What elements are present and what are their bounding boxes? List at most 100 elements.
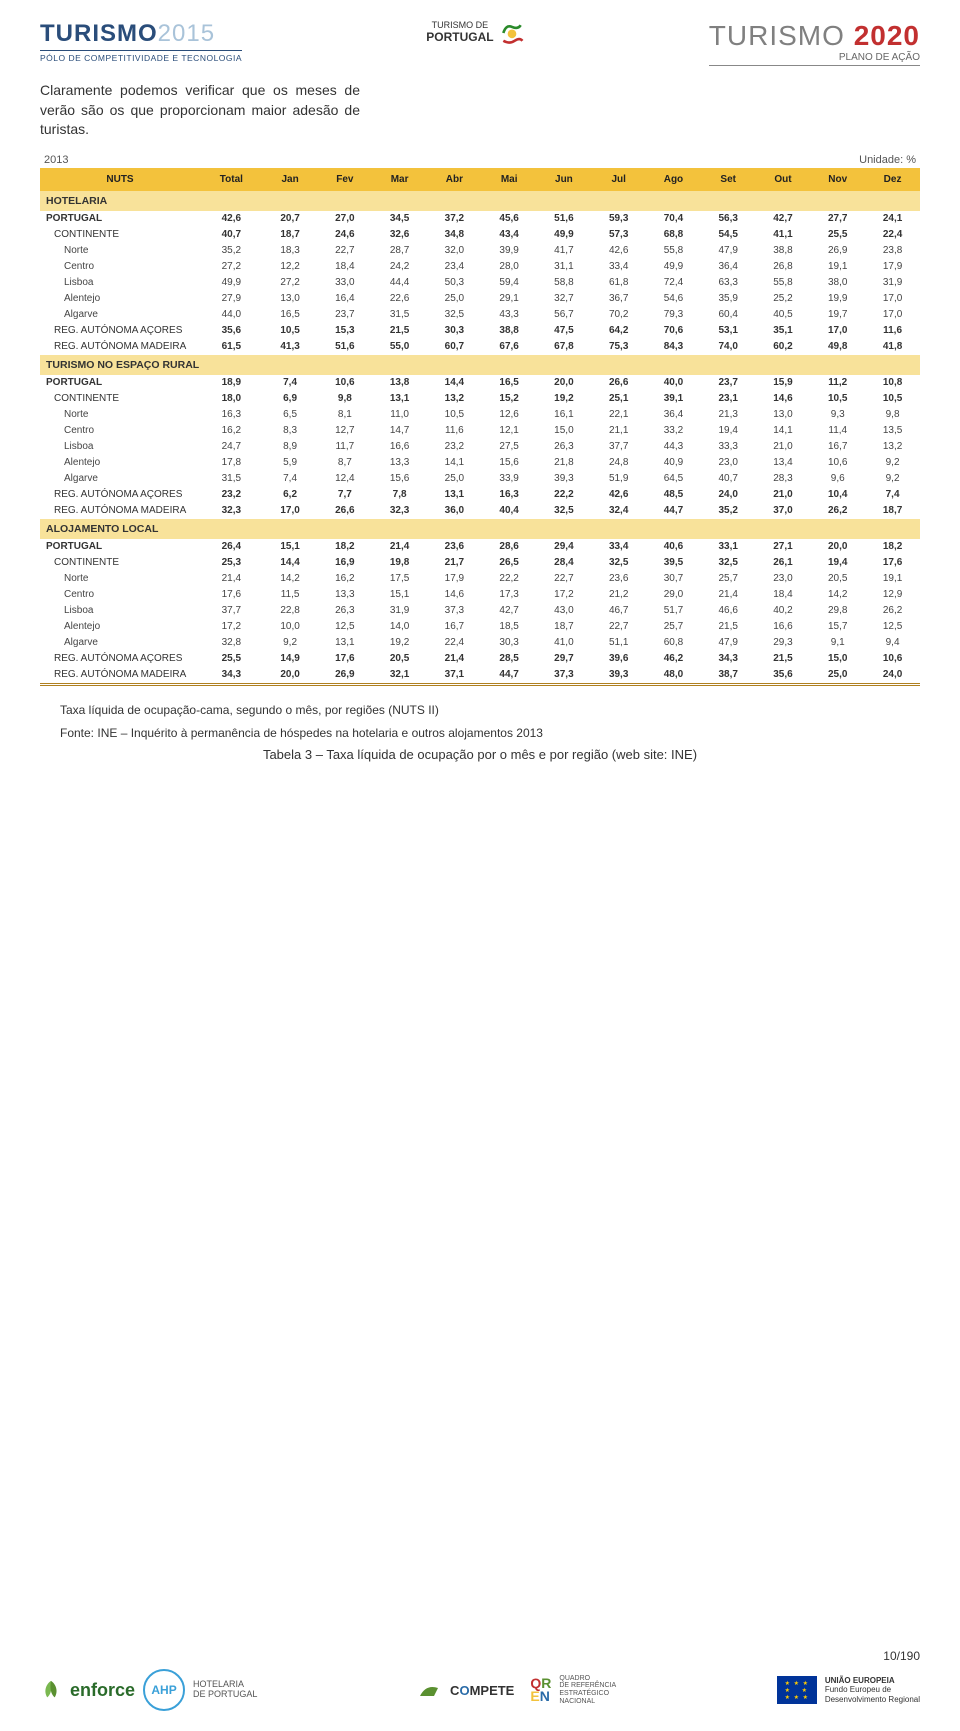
eu-title: UNIÃO EUROPEIA [825, 1676, 920, 1686]
cell-value: 25,0 [810, 667, 865, 683]
cell-value: 31,1 [537, 259, 592, 275]
cell-value: 15,1 [372, 587, 427, 603]
cell-value: 34,8 [427, 227, 482, 243]
cell-value: 42,6 [591, 243, 646, 259]
table-caption-2: Fonte: INE – Inquérito à permanência de … [60, 725, 900, 742]
cell-value: 26,9 [317, 667, 372, 683]
page-number: 10/190 [40, 1649, 920, 1663]
table-row: Algarve31,57,412,415,625,033,939,351,964… [40, 471, 920, 487]
cell-value: 70,6 [646, 323, 701, 339]
cell-value: 22,4 [427, 635, 482, 651]
cell-value: 21,1 [591, 423, 646, 439]
cell-value: 10,0 [263, 619, 318, 635]
table-row: Lisboa24,78,911,716,623,227,526,337,744,… [40, 439, 920, 455]
cell-value: 16,3 [200, 407, 263, 423]
row-label: CONTINENTE [40, 227, 200, 243]
cell-value: 8,9 [263, 439, 318, 455]
cell-value: 40,4 [482, 503, 537, 519]
cell-value: 27,5 [482, 439, 537, 455]
cell-value: 17,8 [200, 455, 263, 471]
table-row: REG. AUTÓNOMA MADEIRA32,317,026,632,336,… [40, 503, 920, 519]
col-header: NUTS [40, 168, 200, 191]
cell-value: 68,8 [646, 227, 701, 243]
page-header: TURISMO2015 PÓLO DE COMPETITIVIDADE E TE… [40, 20, 920, 66]
cell-value: 33,3 [701, 439, 756, 455]
cell-value: 17,6 [865, 555, 920, 571]
cell-value: 59,4 [482, 275, 537, 291]
table-row: REG. AUTÓNOMA AÇORES23,26,27,77,813,116,… [40, 487, 920, 503]
cell-value: 43,0 [537, 603, 592, 619]
cell-value: 51,6 [317, 339, 372, 355]
cell-value: 59,3 [591, 211, 646, 227]
row-label: Norte [40, 407, 200, 423]
cell-value: 47,5 [537, 323, 592, 339]
cell-value: 16,2 [200, 423, 263, 439]
cell-value: 51,1 [591, 635, 646, 651]
cell-value: 22,4 [865, 227, 920, 243]
cell-value: 23,6 [591, 571, 646, 587]
table-row: REG. AUTÓNOMA MADEIRA61,541,351,655,060,… [40, 339, 920, 355]
cell-value: 13,4 [756, 455, 811, 471]
col-header: Mai [482, 168, 537, 191]
cell-value: 44,3 [646, 439, 701, 455]
table-row: Alentejo17,85,98,713,314,115,621,824,840… [40, 455, 920, 471]
col-header: Nov [810, 168, 865, 191]
cell-value: 54,6 [646, 291, 701, 307]
cell-value: 34,3 [701, 651, 756, 667]
cell-value: 21,0 [756, 439, 811, 455]
qren-l4: NACIONAL [559, 1698, 616, 1706]
cell-value: 13,1 [317, 635, 372, 651]
cell-value: 9,2 [263, 635, 318, 651]
cell-value: 63,3 [701, 275, 756, 291]
cell-value: 26,2 [865, 603, 920, 619]
cell-value: 79,3 [646, 307, 701, 323]
cell-value: 37,7 [591, 439, 646, 455]
cell-value: 32,5 [427, 307, 482, 323]
cell-value: 35,6 [200, 323, 263, 339]
cell-value: 51,6 [537, 211, 592, 227]
cell-value: 74,0 [701, 339, 756, 355]
row-label: Alentejo [40, 291, 200, 307]
cell-value: 32,5 [537, 503, 592, 519]
cell-value: 25,2 [756, 291, 811, 307]
table-row: Lisboa49,927,233,044,450,359,458,861,872… [40, 275, 920, 291]
cell-value: 16,3 [482, 487, 537, 503]
cell-value: 21,4 [701, 587, 756, 603]
cell-value: 7,4 [865, 487, 920, 503]
footer-compete-qren: COMPETE QR EN QUADRO DE REFERÊNCIA ESTRA… [418, 1675, 616, 1706]
cell-value: 20,7 [263, 211, 318, 227]
cell-value: 11,2 [810, 375, 865, 391]
cell-value: 27,9 [200, 291, 263, 307]
row-label: PORTUGAL [40, 211, 200, 227]
cell-value: 56,3 [701, 211, 756, 227]
cell-value: 21,5 [701, 619, 756, 635]
cell-value: 13,0 [756, 407, 811, 423]
cell-value: 24,6 [317, 227, 372, 243]
cell-value: 32,3 [200, 503, 263, 519]
cell-value: 38,7 [701, 667, 756, 683]
cell-value: 25,7 [646, 619, 701, 635]
cell-value: 12,1 [482, 423, 537, 439]
cell-value: 10,5 [865, 391, 920, 407]
footer-enforce-ahp: enforce AHP HOTELARIA DE PORTUGAL [40, 1669, 257, 1711]
cell-value: 60,4 [701, 307, 756, 323]
cell-value: 25,5 [200, 651, 263, 667]
cell-value: 48,0 [646, 667, 701, 683]
row-label: Algarve [40, 307, 200, 323]
cell-value: 70,2 [591, 307, 646, 323]
cell-value: 35,2 [200, 243, 263, 259]
cell-value: 40,7 [200, 227, 263, 243]
cell-value: 72,4 [646, 275, 701, 291]
cell-value: 16,6 [372, 439, 427, 455]
cell-value: 28,7 [372, 243, 427, 259]
cell-value: 29,7 [537, 651, 592, 667]
cell-value: 28,3 [756, 471, 811, 487]
cell-value: 23,8 [865, 243, 920, 259]
cell-value: 12,2 [263, 259, 318, 275]
cell-value: 40,2 [756, 603, 811, 619]
cell-value: 46,7 [591, 603, 646, 619]
row-label: Centro [40, 259, 200, 275]
cell-value: 32,4 [591, 503, 646, 519]
cell-value: 27,2 [263, 275, 318, 291]
cell-value: 15,2 [482, 391, 537, 407]
